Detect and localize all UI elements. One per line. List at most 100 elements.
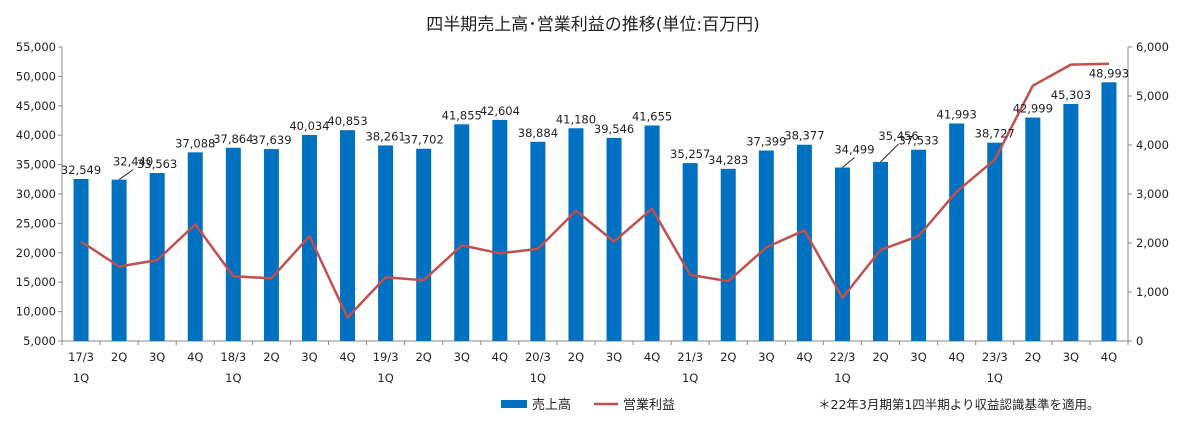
x-tick-label: 21/3 — [677, 350, 703, 364]
x-tick-label: 4Q — [492, 350, 508, 364]
y-left-tick-label: 25,000 — [16, 216, 56, 230]
data-label: 41,993 — [937, 107, 977, 121]
y-right-tick-label: 5,000 — [1136, 89, 1169, 103]
data-label: 35,456 — [878, 129, 918, 143]
bar — [378, 145, 394, 341]
y-right-tick-label: 4,000 — [1136, 138, 1169, 152]
data-label: 45,303 — [1051, 88, 1091, 102]
x-tick-label: 1Q — [682, 371, 698, 385]
y-right-tick-label: 3,000 — [1136, 187, 1169, 201]
x-tick-label: 2Q — [568, 350, 584, 364]
data-label: 41,655 — [632, 109, 672, 123]
y-left-tick-label: 40,000 — [16, 128, 56, 142]
x-tick-label: 1Q — [530, 371, 546, 385]
data-label: 33,563 — [137, 157, 177, 171]
x-tick-label: 1Q — [225, 371, 241, 385]
x-tick-label: 4Q — [796, 350, 812, 364]
legend: 売上高 営業利益 — [501, 397, 675, 413]
y-right-tick-label: 0 — [1136, 334, 1143, 348]
y-left-tick-label: 10,000 — [16, 305, 56, 319]
data-label: 37,533 — [898, 134, 938, 148]
bar — [225, 147, 241, 341]
x-tick-label: 2Q — [1025, 350, 1041, 364]
bar — [263, 149, 279, 341]
data-label: 32,549 — [61, 163, 101, 177]
bar — [682, 163, 698, 341]
x-tick-label: 3Q — [606, 350, 622, 364]
x-tick-label: 3Q — [1063, 350, 1079, 364]
x-tick-label: 3Q — [454, 350, 470, 364]
x-tick-label: 3Q — [910, 350, 926, 364]
y-left-tick-label: 45,000 — [16, 99, 56, 113]
operating-profit-line — [80, 62, 1110, 319]
bar — [644, 125, 660, 341]
data-label: 37,399 — [746, 134, 786, 148]
y-left-tick-label: 5,000 — [23, 334, 56, 348]
x-tick-label: 19/3 — [373, 350, 399, 364]
y-left-tick-label: 55,000 — [16, 40, 56, 54]
data-label: 42,999 — [1013, 102, 1053, 116]
y-left-tick-label: 20,000 — [16, 246, 56, 260]
data-label: 38,261 — [365, 129, 405, 143]
x-tick-label: 18/3 — [220, 350, 246, 364]
x-tick-label: 3Q — [149, 350, 165, 364]
bar — [606, 137, 622, 341]
x-tick-label: 1Q — [834, 371, 850, 385]
data-label-leader — [842, 157, 855, 168]
x-tick-label: 4Q — [1101, 350, 1117, 364]
x-tick-label: 4Q — [948, 350, 964, 364]
y-right-tick-label: 6,000 — [1136, 40, 1169, 54]
y-left-tick-label: 30,000 — [16, 187, 56, 201]
data-label: 37,864 — [213, 132, 253, 146]
bar — [530, 141, 546, 341]
y-left-tick-label: 35,000 — [16, 158, 56, 172]
bar — [911, 149, 927, 341]
bar — [720, 168, 736, 341]
bar — [568, 128, 584, 341]
x-tick-label: 4Q — [644, 350, 660, 364]
legend-label-sales: 売上高 — [532, 397, 571, 413]
x-tick-label: 2Q — [415, 350, 431, 364]
bar — [492, 119, 508, 341]
data-label: 34,283 — [708, 153, 748, 167]
x-tick-label: 22/3 — [830, 350, 856, 364]
data-label: 40,034 — [289, 119, 329, 133]
bar — [340, 130, 356, 341]
x-tick-label: 2Q — [263, 350, 279, 364]
x-tick-label: 2Q — [111, 350, 127, 364]
line-series-operating-profit — [80, 62, 1110, 319]
y-left-tick-label: 15,000 — [16, 275, 56, 289]
data-label: 41,855 — [442, 108, 482, 122]
data-label: 38,727 — [975, 127, 1015, 141]
data-label: 38,377 — [784, 129, 824, 143]
x-tick-label: 20/3 — [525, 350, 551, 364]
bar — [1101, 82, 1117, 341]
x-tick-label: 1Q — [377, 371, 393, 385]
bar — [187, 152, 203, 341]
data-label: 41,180 — [556, 112, 596, 126]
x-tick-label: 17/3 — [68, 350, 94, 364]
x-tick-label: 2Q — [872, 350, 888, 364]
x-tick-label: 1Q — [987, 371, 1003, 385]
data-label-leader — [118, 169, 134, 181]
x-tick-label: 23/3 — [982, 350, 1008, 364]
data-label: 35,257 — [670, 147, 710, 161]
x-tick-label: 4Q — [339, 350, 355, 364]
data-label: 38,884 — [518, 126, 558, 140]
data-label: 34,499 — [834, 143, 874, 157]
x-tick-label: 3Q — [301, 350, 317, 364]
data-label: 39,546 — [594, 122, 634, 136]
x-tick-label: 4Q — [187, 350, 203, 364]
data-label: 37,088 — [175, 136, 215, 150]
bar — [149, 173, 165, 341]
axes: 5,000 10,000 15,000 20,000 25,000 30,000 35,00… — [16, 40, 1169, 348]
y-left-tick-label: 50,000 — [16, 69, 56, 83]
data-label: 37,702 — [404, 133, 444, 147]
bar — [416, 148, 432, 341]
x-tick-label: 2Q — [720, 350, 736, 364]
data-label-leader — [880, 143, 899, 163]
data-label: 37,639 — [251, 133, 291, 147]
bar — [987, 142, 1003, 341]
data-label: 48,993 — [1089, 66, 1129, 80]
